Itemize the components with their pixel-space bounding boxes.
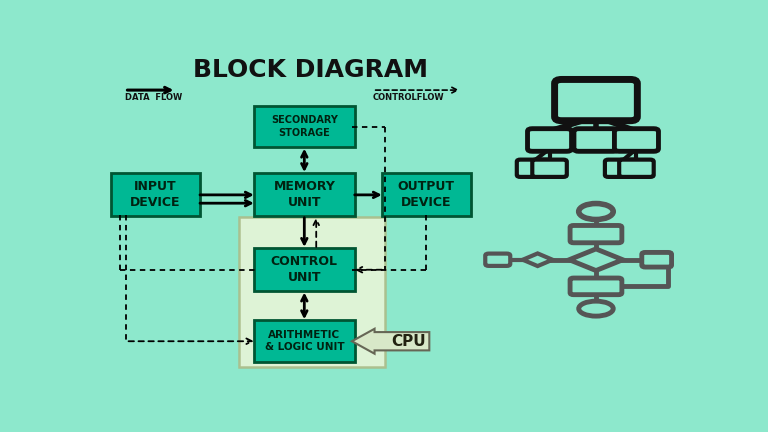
FancyBboxPatch shape: [554, 79, 637, 121]
FancyArrow shape: [352, 329, 429, 354]
Text: DATA  FLOW: DATA FLOW: [124, 93, 182, 102]
Text: ARITHMETIC
& LOGIC UNIT: ARITHMETIC & LOGIC UNIT: [264, 330, 344, 353]
FancyBboxPatch shape: [253, 321, 355, 362]
FancyBboxPatch shape: [382, 173, 471, 216]
Text: INPUT
DEVICE: INPUT DEVICE: [131, 181, 180, 210]
Text: SECONDARY
STORAGE: SECONDARY STORAGE: [271, 115, 338, 138]
Polygon shape: [523, 254, 552, 266]
FancyBboxPatch shape: [239, 217, 385, 367]
Text: CONTROL
UNIT: CONTROL UNIT: [271, 255, 338, 284]
FancyBboxPatch shape: [253, 248, 355, 291]
FancyBboxPatch shape: [574, 129, 618, 151]
Polygon shape: [569, 249, 623, 270]
FancyBboxPatch shape: [253, 173, 355, 216]
FancyBboxPatch shape: [605, 159, 640, 177]
FancyBboxPatch shape: [614, 129, 658, 151]
FancyBboxPatch shape: [642, 252, 671, 267]
FancyBboxPatch shape: [485, 254, 510, 266]
Ellipse shape: [579, 301, 613, 316]
FancyBboxPatch shape: [517, 159, 551, 177]
Text: MEMORY
UNIT: MEMORY UNIT: [273, 181, 336, 210]
FancyBboxPatch shape: [570, 226, 622, 243]
FancyBboxPatch shape: [528, 129, 571, 151]
Text: OUTPUT
DEVICE: OUTPUT DEVICE: [398, 181, 455, 210]
FancyBboxPatch shape: [532, 159, 567, 177]
Text: BLOCK DIAGRAM: BLOCK DIAGRAM: [193, 58, 428, 82]
Text: CPU: CPU: [392, 334, 426, 349]
FancyBboxPatch shape: [111, 173, 200, 216]
Ellipse shape: [579, 203, 613, 219]
Text: CONTROLFLOW: CONTROLFLOW: [372, 93, 445, 102]
FancyBboxPatch shape: [619, 159, 654, 177]
FancyBboxPatch shape: [253, 106, 355, 147]
FancyBboxPatch shape: [570, 278, 622, 295]
